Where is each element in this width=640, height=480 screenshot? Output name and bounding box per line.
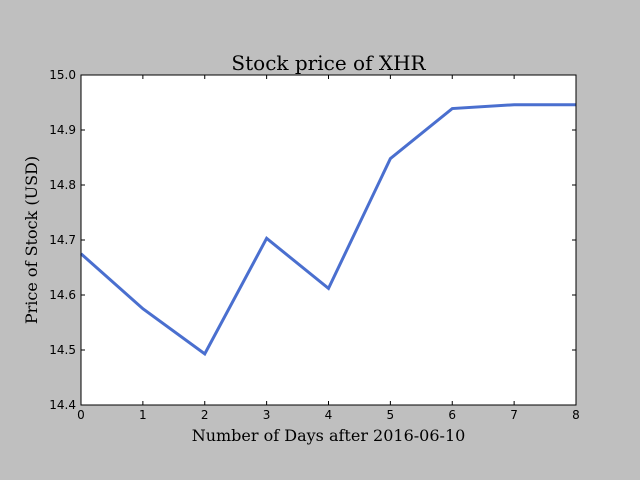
x-tick-label: 2 — [201, 408, 209, 422]
series-line — [80, 103, 576, 357]
data-point — [327, 287, 330, 290]
data-point — [141, 307, 144, 310]
y-tick-label: 14.8 — [49, 178, 76, 192]
x-axis-label: Number of Days after 2016-06-10 — [192, 426, 466, 445]
y-tick-label: 14.7 — [49, 233, 76, 247]
data-point — [265, 237, 268, 240]
y-tick-label: 15.0 — [49, 68, 76, 82]
x-tick-label: 1 — [139, 408, 147, 422]
x-tick-label: 6 — [448, 408, 456, 422]
data-point — [389, 157, 392, 160]
x-tick-label: 0 — [77, 408, 85, 422]
plot-area — [81, 75, 576, 405]
y-tick-label: 14.5 — [49, 343, 76, 357]
plot-frame — [80, 74, 577, 406]
data-point — [513, 103, 516, 106]
y-tick-label: 14.9 — [49, 123, 76, 137]
series-layer — [80, 103, 576, 357]
x-tick-label: 5 — [387, 408, 395, 422]
y-axis-label: Price of Stock (USD) — [22, 156, 41, 324]
x-tick-label: 7 — [510, 408, 518, 422]
x-tick-label: 3 — [263, 408, 271, 422]
x-tick-label: 4 — [325, 408, 333, 422]
data-point — [203, 352, 206, 355]
y-tick-label: 14.4 — [49, 398, 76, 412]
data-point — [451, 107, 454, 110]
chart-title: Stock price of XHR — [231, 51, 426, 75]
x-tick-label: 8 — [572, 408, 580, 422]
y-tick-label: 14.6 — [49, 288, 76, 302]
